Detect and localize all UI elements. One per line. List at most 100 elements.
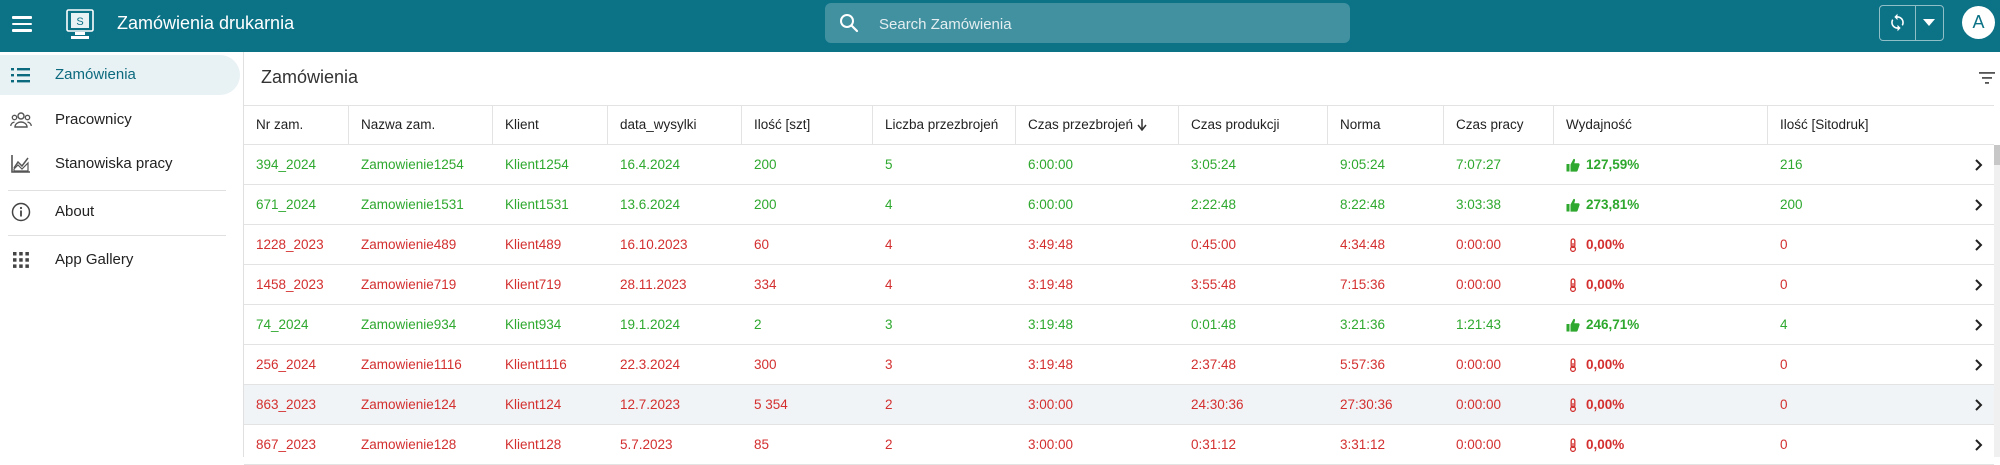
col-czas-produkcji-header[interactable]: Czas produkcji: [1179, 105, 1328, 145]
col-czas-pracy-cell: 0:00:00: [1456, 237, 1502, 252]
table-row[interactable]: 671_2024 Zamowienie1531 Klient1531 13.6.202…: [244, 185, 1994, 225]
chevron-right-icon[interactable]: [1973, 398, 1985, 412]
col-data-wysylki-cell: 12.7.2023: [620, 397, 681, 412]
col-norma-cell: 8:22:48: [1340, 197, 1386, 212]
col-czas-przezbrojen-header[interactable]: Czas przezbrojeń: [1016, 105, 1179, 145]
col-czas-przezbrojen-cell: 3:19:48: [1028, 317, 1074, 332]
col-liczba-przezbrojen-cell: 4: [885, 237, 893, 252]
sidebar-item-zamowienia[interactable]: Zamówienia: [0, 55, 240, 95]
col-klient-cell: Klient1254: [505, 157, 569, 172]
search-input[interactable]: [877, 3, 1341, 45]
search-bar[interactable]: [825, 3, 1350, 45]
table-row[interactable]: 867_2023 Zamowienie128 Klient128 5.7.2023 85…: [244, 425, 1994, 465]
col-ilosc-cell: 200: [754, 197, 777, 212]
sidebar-item-label: Pracownicy: [55, 111, 132, 128]
col-czas-produkcji-cell: 3:55:48: [1191, 277, 1237, 292]
sidebar-item-app-gallery[interactable]: App Gallery: [0, 240, 240, 280]
col-norma-cell: 9:05:24: [1340, 157, 1386, 172]
col-czas-produkcji-cell: 0:01:48: [1191, 317, 1237, 332]
col-nr-zam-cell: 867_2023: [256, 437, 317, 452]
col-data-wysylki-cell: 19.1.2024: [620, 317, 681, 332]
chevron-right-icon[interactable]: [1973, 438, 1985, 452]
user-avatar[interactable]: A: [1962, 6, 1995, 39]
table-row[interactable]: 394_2024 Zamowienie1254 Klient1254 16.4.202…: [244, 145, 1994, 185]
sidebar-item-label: About: [55, 203, 95, 220]
sidebar-item-about[interactable]: About: [0, 192, 240, 232]
thumbs-up-icon: [1566, 158, 1580, 172]
col-wydajnosc-header[interactable]: Wydajność: [1554, 105, 1768, 145]
table-row[interactable]: 74_2024 Zamowienie934 Klient934 19.1.2024 2 3…: [244, 305, 1994, 345]
wydajnosc-value: 0,00%: [1586, 397, 1625, 412]
refresh-button[interactable]: [1880, 6, 1916, 40]
col-ilosc-header[interactable]: Ilość [szt]: [742, 105, 873, 145]
column-header-label: Czas produkcji: [1191, 117, 1280, 132]
svg-text:S: S: [76, 16, 83, 28]
chevron-right-icon[interactable]: [1973, 158, 1985, 172]
table-row[interactable]: 1228_2023 Zamowienie489 Klient489 16.10.202…: [244, 225, 1994, 265]
vertical-scrollbar[interactable]: [1994, 145, 2000, 457]
col-norma-header[interactable]: Norma: [1328, 105, 1444, 145]
scrollbar-thumb[interactable]: [1994, 145, 2000, 165]
refresh-button-group: [1879, 5, 1944, 41]
thumbs-up-icon: [1566, 318, 1580, 332]
menu-icon[interactable]: [10, 12, 34, 36]
col-liczba-przezbrojen-cell: 4: [885, 197, 893, 212]
col-czas-pracy-cell: 3:03:38: [1456, 197, 1502, 212]
chevron-right-icon[interactable]: [1973, 358, 1985, 372]
sort-descending-icon[interactable]: [1137, 119, 1147, 131]
col-czas-przezbrojen-cell: 3:49:48: [1028, 237, 1074, 252]
grid-icon: [13, 252, 29, 268]
thermometer-icon: [1569, 398, 1577, 412]
col-liczba-przezbrojen-header[interactable]: Liczba przezbrojeń: [873, 105, 1016, 145]
col-nr-zam-cell: 863_2023: [256, 397, 317, 412]
col-liczba-przezbrojen-cell: 3: [885, 317, 893, 332]
chevron-right-icon[interactable]: [1973, 318, 1985, 332]
refresh-options-button[interactable]: [1916, 6, 1943, 40]
col-ilosc-cell: 334: [754, 277, 777, 292]
chevron-right-icon[interactable]: [1973, 278, 1985, 292]
sidebar-item-stanowiska-pracy[interactable]: Stanowiska pracy: [0, 144, 240, 184]
col-wydajnosc-cell: 0,00%: [1554, 265, 1624, 305]
col-klient-cell: Klient124: [505, 397, 562, 412]
col-nr-zam-header[interactable]: Nr zam.: [244, 105, 349, 145]
table-row[interactable]: 863_2023 Zamowienie124 Klient124 12.7.2023 5…: [244, 385, 1994, 425]
col-nr-zam-cell: 1458_2023: [256, 277, 324, 292]
sidebar-item-label: Zamówienia: [55, 66, 136, 83]
col-nazwa-zam-cell: Zamowienie489: [361, 237, 457, 252]
col-liczba-przezbrojen-cell: 3: [885, 357, 893, 372]
people-icon: [10, 112, 32, 128]
nav-divider: [8, 190, 226, 191]
table-row[interactable]: 256_2024 Zamowienie1116 Klient1116 22.3.202…: [244, 345, 1994, 385]
column-header-label: Norma: [1340, 117, 1381, 132]
col-czas-pracy-cell: 7:07:27: [1456, 157, 1502, 172]
column-header-label: data_wysylki: [620, 117, 697, 132]
col-wydajnosc-cell: 246,71%: [1554, 305, 1639, 345]
thermometer-icon: [1569, 358, 1577, 372]
col-czas-pracy-header[interactable]: Czas pracy: [1444, 105, 1554, 145]
col-ilosc-sitodruk-cell: 0: [1780, 237, 1788, 252]
col-nr-zam-cell: 74_2024: [256, 317, 309, 332]
col-ilosc-sitodruk-header[interactable]: Ilość [Sitodruk]: [1768, 105, 1958, 145]
col-data-wysylki-header[interactable]: data_wysylki: [608, 105, 742, 145]
chevron-right-icon[interactable]: [1973, 198, 1985, 212]
col-nazwa-zam-header[interactable]: Nazwa zam.: [349, 105, 493, 145]
chevron-right-icon[interactable]: [1973, 238, 1985, 252]
filter-icon[interactable]: [1979, 71, 1995, 85]
col-liczba-przezbrojen-cell: 4: [885, 277, 893, 292]
wydajnosc-value: 0,00%: [1586, 237, 1625, 252]
sidebar-item-pracownicy[interactable]: Pracownicy: [0, 100, 240, 140]
col-wydajnosc-cell: 127,59%: [1554, 145, 1639, 185]
table-row[interactable]: 1458_2023 Zamowienie719 Klient719 28.11.202…: [244, 265, 1994, 305]
col-klient-header[interactable]: Klient: [493, 105, 608, 145]
thermometer-icon: [1569, 278, 1577, 292]
column-header-label: Ilość [Sitodruk]: [1780, 117, 1869, 132]
list-icon: [11, 68, 30, 83]
thermometer-icon: [1569, 238, 1577, 252]
col-ilosc-cell: 300: [754, 357, 777, 372]
col-ilosc-sitodruk-cell: 216: [1780, 157, 1803, 172]
col-czas-przezbrojen-cell: 3:19:48: [1028, 357, 1074, 372]
col-czas-pracy-cell: 0:00:00: [1456, 397, 1502, 412]
col-nazwa-zam-cell: Zamowienie1116: [361, 357, 462, 372]
col-nr-zam-cell: 1228_2023: [256, 237, 324, 252]
col-czas-produkcji-cell: 3:05:24: [1191, 157, 1237, 172]
